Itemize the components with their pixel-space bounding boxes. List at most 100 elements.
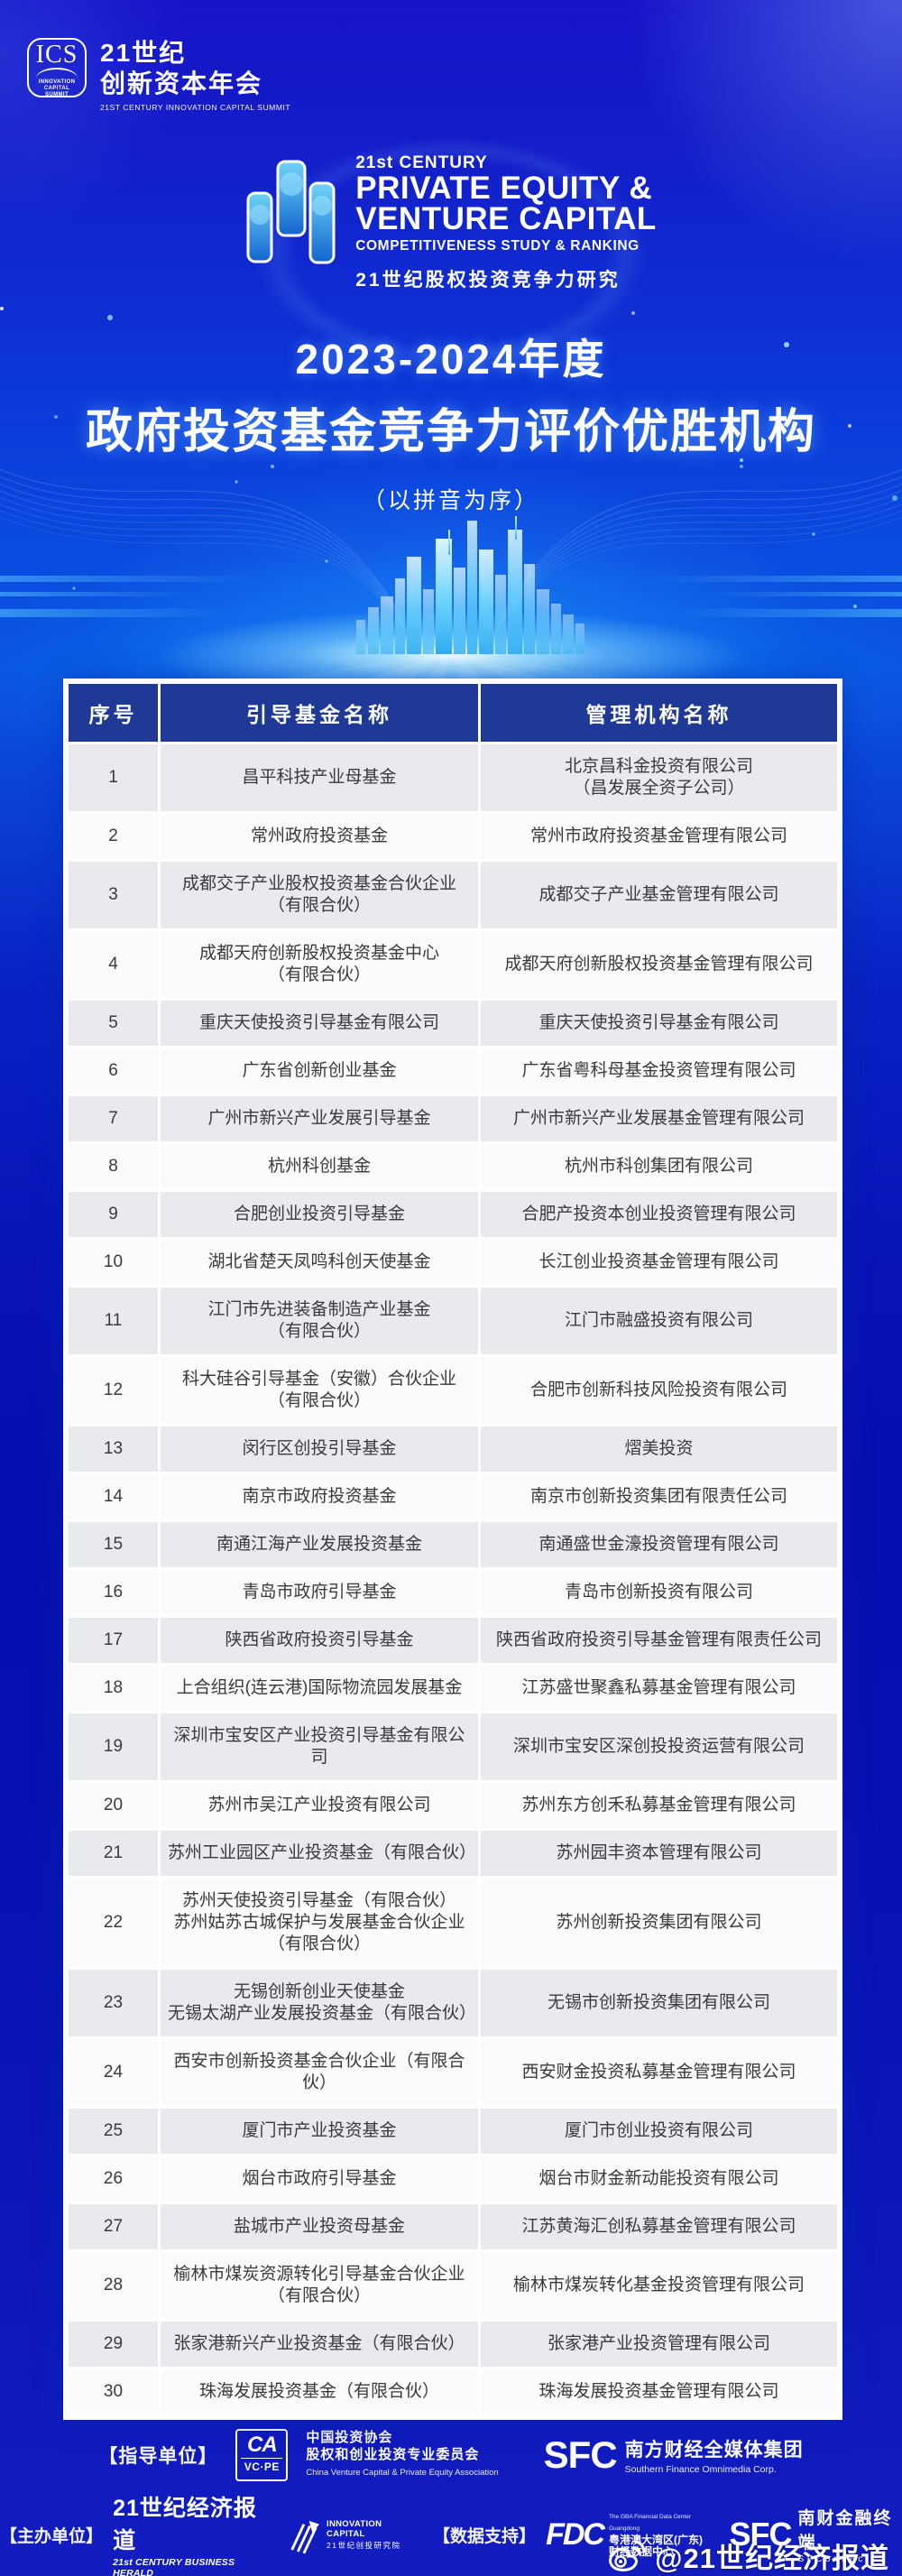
ics-arc-decoration [36, 68, 78, 78]
cell-manager-name: 成都天府创新股权投资基金管理有限公司 [481, 931, 837, 998]
cell-rank-no: 27 [69, 2204, 158, 2249]
cell-fund-name: 昌平科技产业母基金 [161, 744, 478, 811]
banner-kicker: 21st CENTURY [355, 153, 488, 172]
cell-manager-name: 西安财金投资私募基金管理有限公司 [481, 2039, 837, 2106]
event-title-cn-line1: 21世纪 [100, 39, 187, 67]
sfconnect-mark: SFC [729, 2516, 793, 2553]
event-logo: ICS INNOVATION CAPITAL SUMMIT 21世纪 创新资本年… [27, 38, 290, 112]
table-row: 2 常州政府投资基金 常州市政府投资基金管理有限公司 [69, 814, 837, 859]
cell-manager-name: 杭州市科创集团有限公司 [481, 1144, 837, 1189]
table-row: 25 厦门市产业投资基金 厦门市创业投资有限公司 [69, 2109, 837, 2154]
table-row: 29 张家港新兴产业投资基金（有限合伙） 张家港产业投资管理有限公司 [69, 2322, 837, 2367]
cell-fund-name: 西安市创新投资基金合伙企业（有限合伙） [161, 2039, 478, 2106]
heading: 2023-2024年度 政府投资基金竞争力评价优胜机构 （以拼音为序） [0, 327, 902, 515]
cell-manager-name: 北京昌科金投资有限公司 （昌发展全资子公司） [481, 744, 837, 811]
fdc-name-cn1: 粤港澳大湾区(广东) [608, 2534, 703, 2546]
table-row: 1 昌平科技产业母基金 北京昌科金投资有限公司 （昌发展全资子公司） [69, 744, 837, 811]
cell-fund-name: 杭州科创基金 [161, 1144, 478, 1189]
heading-period: 2023-2024年度 [295, 336, 607, 383]
table-row: 15 南通江海产业发展投资基金 南通盛世金濠投资管理有限公司 [69, 1522, 837, 1567]
cvca-logo-top: CA [246, 2433, 278, 2457]
guidance-label: 【指导单位】 [98, 2446, 218, 2467]
cell-manager-name: 青岛市创新投资有限公司 [481, 1570, 837, 1615]
table-row: 24 西安市创新投资基金合伙企业（有限合伙） 西安财金投资私募基金管理有限公司 [69, 2039, 837, 2106]
cell-fund-name: 南京市政府投资基金 [161, 1474, 478, 1519]
table-row: 26 烟台市政府引导基金 烟台市财金新动能投资有限公司 [69, 2156, 837, 2202]
cell-manager-name: 张家港产业投资管理有限公司 [481, 2322, 837, 2367]
cell-manager-name: 广州市新兴产业发展基金管理有限公司 [481, 1096, 837, 1141]
cell-manager-name: 南京市创新投资集团有限责任公司 [481, 1474, 837, 1519]
weibo-icon [609, 2540, 646, 2571]
cell-fund-name: 珠海发展投资基金（有限合伙） [161, 2369, 478, 2414]
cell-rank-no: 3 [69, 862, 158, 928]
heading-note: （以拼音为序） [362, 488, 539, 513]
weibo-watermark: @21世纪经济报道 [609, 2535, 889, 2576]
herald-logo: 21世纪经济报道 21st CENTURY BUSINESS HERALD [113, 2490, 272, 2576]
cell-rank-no: 17 [69, 1618, 158, 1663]
cell-fund-name: 无锡创新创业天使基金 无锡太湖产业发展投资基金（有限合伙） [161, 1970, 478, 2036]
cell-fund-name: 苏州工业园区产业投资基金（有限合伙） [161, 1831, 478, 1876]
cell-rank-no: 19 [69, 1713, 158, 1780]
sfconnect-name-cn: 南财金融终端 [797, 2509, 893, 2553]
ics-logo-icon: ICS INNOVATION CAPITAL SUMMIT [27, 38, 87, 97]
sfc-group-name-cn: 南方财经全媒体集团 [624, 2440, 804, 2461]
cvca-name-cn1: 中国投资协会 [306, 2430, 393, 2445]
cell-rank-no: 1 [69, 744, 158, 811]
cell-fund-name: 重庆天使投资引导基金有限公司 [161, 1001, 478, 1046]
cell-rank-no: 7 [69, 1096, 158, 1141]
ranking-table: 序号 引导基金名称 管理机构名称 1 昌平科技产业母基金 北京昌科金投资有限公司… [63, 679, 842, 2420]
cell-rank-no: 10 [69, 1240, 158, 1285]
cell-manager-name: 广东省粤科母基金投资管理有限公司 [481, 1048, 837, 1094]
cell-manager-name: 重庆天使投资引导基金有限公司 [481, 1001, 837, 1046]
cell-fund-name: 陕西省政府投资引导基金 [161, 1618, 478, 1663]
cell-fund-name: 广东省创新创业基金 [161, 1048, 478, 1094]
cell-manager-name: 苏州园丰资本管理有限公司 [481, 1831, 837, 1876]
fdc-tagline-en: The GBA Financial Data Center Guangdong [608, 2514, 691, 2532]
cell-rank-no: 22 [69, 1879, 158, 1967]
cell-fund-name: 厦门市产业投资基金 [161, 2109, 478, 2154]
arrow-up-icon [290, 2520, 320, 2554]
page-title: 政府投资基金竞争力评价优胜机构 [85, 406, 816, 458]
innovation-capital-logo: INNOVATION CAPITAL 21世纪创投研究院 [287, 2515, 418, 2554]
column-header-no: 序号 [69, 684, 158, 742]
table-row: 30 珠海发展投资基金（有限合伙） 珠海发展投资基金管理有限公司 [69, 2369, 837, 2414]
cell-fund-name: 苏州市吴江产业投资有限公司 [161, 1783, 478, 1828]
cell-fund-name: 南通江海产业发展投资基金 [161, 1522, 478, 1567]
table-row: 14 南京市政府投资基金 南京市创新投资集团有限责任公司 [69, 1474, 837, 1519]
bar-chart-icon [245, 159, 337, 270]
cell-manager-name: 无锡市创新投资集团有限公司 [481, 1970, 837, 2036]
sfconnect-name-en: SFConnect [797, 2554, 872, 2564]
cell-manager-name: 长江创业投资基金管理有限公司 [481, 1240, 837, 1285]
cell-rank-no: 6 [69, 1048, 158, 1094]
cell-fund-name: 榆林市煤炭资源转化引导基金合伙企业 （有限合伙） [161, 2252, 478, 2319]
cell-rank-no: 28 [69, 2252, 158, 2319]
cell-fund-name: 湖北省楚天凤鸣科创天使基金 [161, 1240, 478, 1285]
cell-fund-name: 合肥创业投资引导基金 [161, 1192, 478, 1237]
banner-title-line2: VENTURE CAPITAL [355, 201, 657, 236]
table-row: 4 成都天府创新股权投资基金中心 （有限合伙） 成都天府创新股权投资基金管理有限… [69, 931, 837, 998]
footer-guidance-row: 【指导单位】 CA VC·PE 中国投资协会 股权和创业投资专业委员会 Chin… [0, 2429, 902, 2481]
innovation-name-en: INNOVATION CAPITAL [327, 2518, 382, 2539]
table-row: 16 青岛市政府引导基金 青岛市创新投资有限公司 [69, 1570, 837, 1615]
cell-manager-name: 苏州东方创禾私募基金管理有限公司 [481, 1783, 837, 1828]
cell-manager-name: 榆林市煤炭转化基金投资管理有限公司 [481, 2252, 837, 2319]
fdc-mark: FDC [546, 2516, 605, 2552]
cell-manager-name: 南通盛世金濠投资管理有限公司 [481, 1522, 837, 1567]
table-row: 27 盐城市产业投资母基金 江苏黄海汇创私募基金管理有限公司 [69, 2204, 837, 2249]
data-support-label: 【数据支持】 [432, 2526, 536, 2546]
cvca-logo-bottom: VC·PE [241, 2458, 283, 2473]
cell-manager-name: 苏州创新投资集团有限公司 [481, 1879, 837, 1967]
cell-manager-name: 合肥市创新科技风险投资有限公司 [481, 1357, 837, 1424]
cell-rank-no: 26 [69, 2156, 158, 2202]
cell-fund-name: 科大硅谷引导基金（安徽）合伙企业 （有限合伙） [161, 1357, 478, 1424]
ics-subtext: INNOVATION CAPITAL SUMMIT [38, 79, 76, 97]
cell-rank-no: 13 [69, 1426, 158, 1472]
cell-fund-name: 青岛市政府引导基金 [161, 1570, 478, 1615]
cell-rank-no: 5 [69, 1001, 158, 1046]
cell-manager-name: 熠美投资 [481, 1426, 837, 1472]
cell-fund-name: 苏州天使投资引导基金（有限合伙） 苏州姑苏古城保护与发展基金合伙企业 （有限合伙… [161, 1879, 478, 1967]
cell-manager-name: 珠海发展投资基金管理有限公司 [481, 2369, 837, 2414]
cell-manager-name: 常州市政府投资基金管理有限公司 [481, 814, 837, 859]
ics-abbr: ICS [35, 41, 78, 69]
